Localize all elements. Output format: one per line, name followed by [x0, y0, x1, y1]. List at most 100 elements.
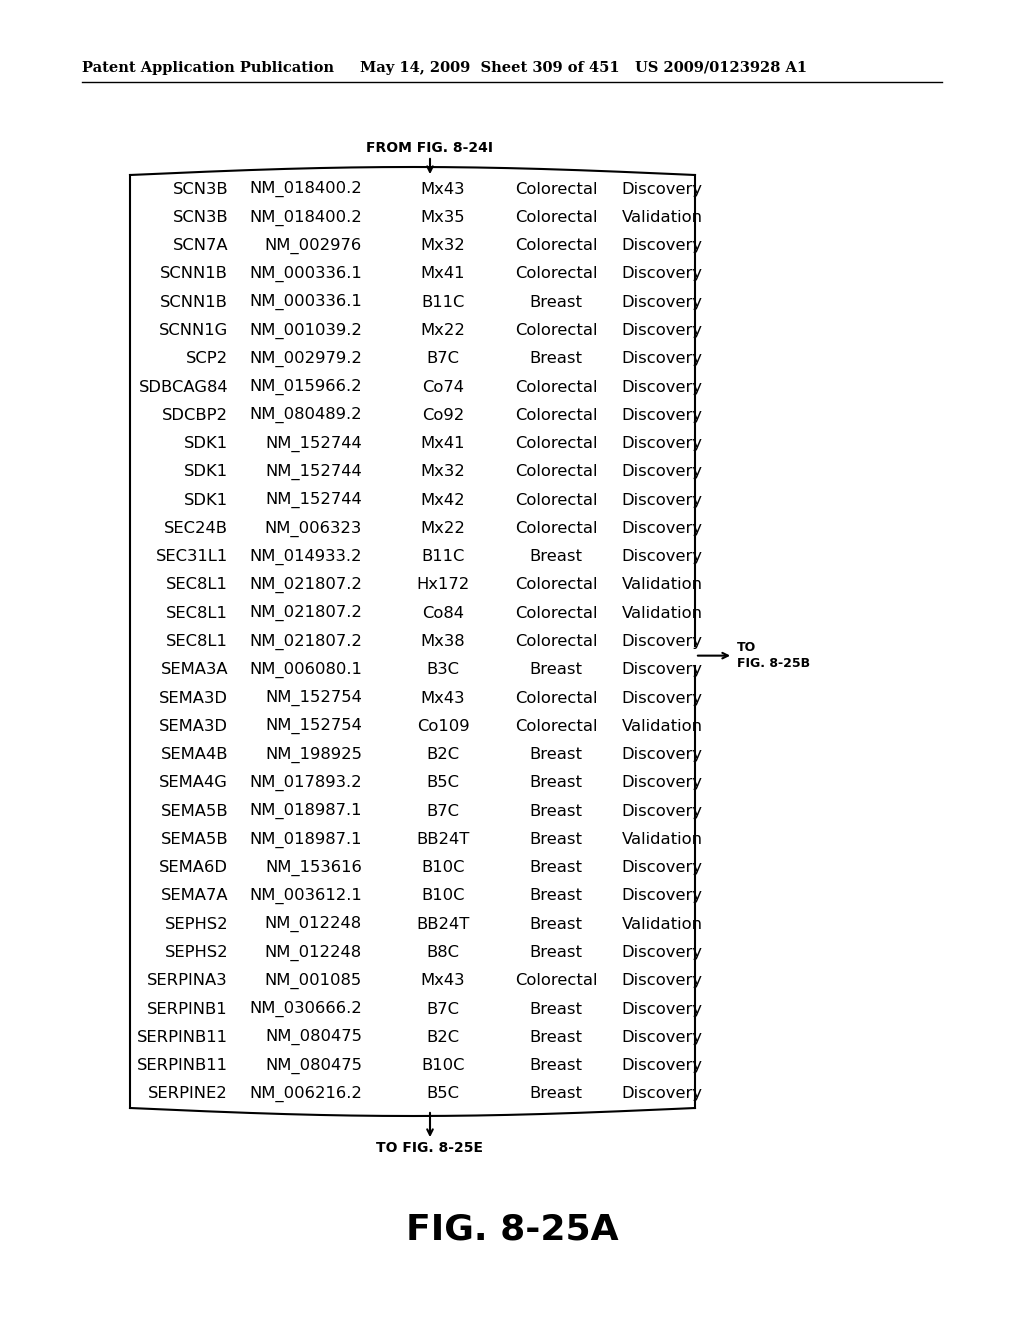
Text: NM_003612.1: NM_003612.1 — [249, 888, 362, 904]
Text: Colorectal: Colorectal — [515, 380, 597, 395]
Text: Colorectal: Colorectal — [515, 577, 597, 593]
Text: NM_001085: NM_001085 — [265, 973, 362, 989]
Text: NM_006323: NM_006323 — [265, 520, 362, 536]
Text: Mx41: Mx41 — [421, 436, 465, 451]
Text: Mx38: Mx38 — [421, 634, 465, 649]
Text: Mx22: Mx22 — [421, 521, 466, 536]
Text: NM_002979.2: NM_002979.2 — [249, 351, 362, 367]
Text: Mx41: Mx41 — [421, 267, 465, 281]
Text: Validation: Validation — [622, 577, 702, 593]
Text: Discovery: Discovery — [622, 634, 702, 649]
Text: SEPHS2: SEPHS2 — [165, 916, 228, 932]
Text: SDBCAG84: SDBCAG84 — [138, 380, 228, 395]
Text: Discovery: Discovery — [622, 775, 702, 791]
Text: SCN7A: SCN7A — [172, 238, 228, 253]
Text: NM_152754: NM_152754 — [265, 690, 362, 706]
Text: NM_152754: NM_152754 — [265, 718, 362, 734]
Text: Colorectal: Colorectal — [515, 634, 597, 649]
Text: B11C: B11C — [421, 294, 465, 310]
Text: Validation: Validation — [622, 606, 702, 620]
Text: NM_018400.2: NM_018400.2 — [249, 210, 362, 226]
Text: SCNN1B: SCNN1B — [160, 294, 228, 310]
Text: SEC31L1: SEC31L1 — [156, 549, 228, 564]
Text: NM_018400.2: NM_018400.2 — [249, 181, 362, 197]
Text: NM_018987.1: NM_018987.1 — [250, 832, 362, 847]
Text: NM_152744: NM_152744 — [265, 436, 362, 451]
Text: B8C: B8C — [427, 945, 460, 960]
Text: NM_001039.2: NM_001039.2 — [249, 322, 362, 339]
Text: Breast: Breast — [529, 832, 583, 847]
Text: Colorectal: Colorectal — [515, 690, 597, 706]
Text: Discovery: Discovery — [622, 663, 702, 677]
Text: Co92: Co92 — [422, 408, 464, 422]
Text: Colorectal: Colorectal — [515, 323, 597, 338]
Text: SDK1: SDK1 — [184, 492, 228, 508]
Text: Discovery: Discovery — [622, 465, 702, 479]
Text: NM_080475: NM_080475 — [265, 1057, 362, 1073]
Text: NM_030666.2: NM_030666.2 — [249, 1001, 362, 1018]
Text: Discovery: Discovery — [622, 973, 702, 989]
Text: SDCBP2: SDCBP2 — [162, 408, 228, 422]
Text: B7C: B7C — [427, 1002, 460, 1016]
Text: Discovery: Discovery — [622, 888, 702, 903]
Text: Discovery: Discovery — [622, 945, 702, 960]
Text: Colorectal: Colorectal — [515, 408, 597, 422]
Text: NM_000336.1: NM_000336.1 — [249, 265, 362, 282]
Text: Colorectal: Colorectal — [515, 492, 597, 508]
Text: Breast: Breast — [529, 1086, 583, 1101]
Text: Colorectal: Colorectal — [515, 521, 597, 536]
Text: Discovery: Discovery — [622, 549, 702, 564]
Text: B3C: B3C — [427, 663, 460, 677]
Text: Discovery: Discovery — [622, 1059, 702, 1073]
Text: Discovery: Discovery — [622, 690, 702, 706]
Text: Discovery: Discovery — [622, 861, 702, 875]
Text: FIG. 8-25A: FIG. 8-25A — [406, 1213, 618, 1247]
Text: B11C: B11C — [421, 549, 465, 564]
Text: SCNN1B: SCNN1B — [160, 267, 228, 281]
Text: Discovery: Discovery — [622, 492, 702, 508]
Text: NM_006216.2: NM_006216.2 — [249, 1086, 362, 1102]
Text: NM_018987.1: NM_018987.1 — [250, 803, 362, 820]
Text: Mx32: Mx32 — [421, 465, 465, 479]
Text: NM_152744: NM_152744 — [265, 463, 362, 480]
Text: SEMA5B: SEMA5B — [161, 832, 228, 847]
Text: SERPINE2: SERPINE2 — [148, 1086, 228, 1101]
Text: Breast: Breast — [529, 351, 583, 366]
Text: B7C: B7C — [427, 804, 460, 818]
Text: SEMA7A: SEMA7A — [161, 888, 228, 903]
Text: Discovery: Discovery — [622, 1030, 702, 1045]
Text: NM_021807.2: NM_021807.2 — [249, 605, 362, 622]
Text: May 14, 2009  Sheet 309 of 451   US 2009/0123928 A1: May 14, 2009 Sheet 309 of 451 US 2009/01… — [360, 61, 807, 75]
Text: B10C: B10C — [421, 1059, 465, 1073]
Text: NM_021807.2: NM_021807.2 — [249, 577, 362, 593]
Text: Validation: Validation — [622, 719, 702, 734]
Text: NM_012248: NM_012248 — [265, 944, 362, 961]
Text: NM_015966.2: NM_015966.2 — [250, 379, 362, 395]
Text: SEMA3D: SEMA3D — [159, 690, 228, 706]
Text: SEMA3A: SEMA3A — [161, 663, 228, 677]
Text: NM_198925: NM_198925 — [265, 747, 362, 763]
Text: SEC8L1: SEC8L1 — [166, 577, 228, 593]
Text: SDK1: SDK1 — [184, 465, 228, 479]
Text: Colorectal: Colorectal — [515, 238, 597, 253]
Text: SEMA6D: SEMA6D — [159, 861, 228, 875]
Text: NM_153616: NM_153616 — [265, 859, 362, 875]
Text: Colorectal: Colorectal — [515, 973, 597, 989]
Text: Colorectal: Colorectal — [515, 436, 597, 451]
Text: Co109: Co109 — [417, 719, 469, 734]
Text: B10C: B10C — [421, 888, 465, 903]
Text: NM_012248: NM_012248 — [265, 916, 362, 932]
Text: Breast: Breast — [529, 888, 583, 903]
Text: SEC8L1: SEC8L1 — [166, 606, 228, 620]
Text: SERPINA3: SERPINA3 — [147, 973, 228, 989]
Text: B5C: B5C — [427, 1086, 460, 1101]
Text: NM_014933.2: NM_014933.2 — [250, 549, 362, 565]
Text: Discovery: Discovery — [622, 804, 702, 818]
Text: TO FIG. 8-25E: TO FIG. 8-25E — [377, 1140, 483, 1155]
Text: SEC24B: SEC24B — [164, 521, 228, 536]
Text: Colorectal: Colorectal — [515, 182, 597, 197]
Text: B2C: B2C — [426, 747, 460, 762]
Text: Discovery: Discovery — [622, 267, 702, 281]
Text: NM_006080.1: NM_006080.1 — [249, 661, 362, 678]
Text: NM_080475: NM_080475 — [265, 1030, 362, 1045]
